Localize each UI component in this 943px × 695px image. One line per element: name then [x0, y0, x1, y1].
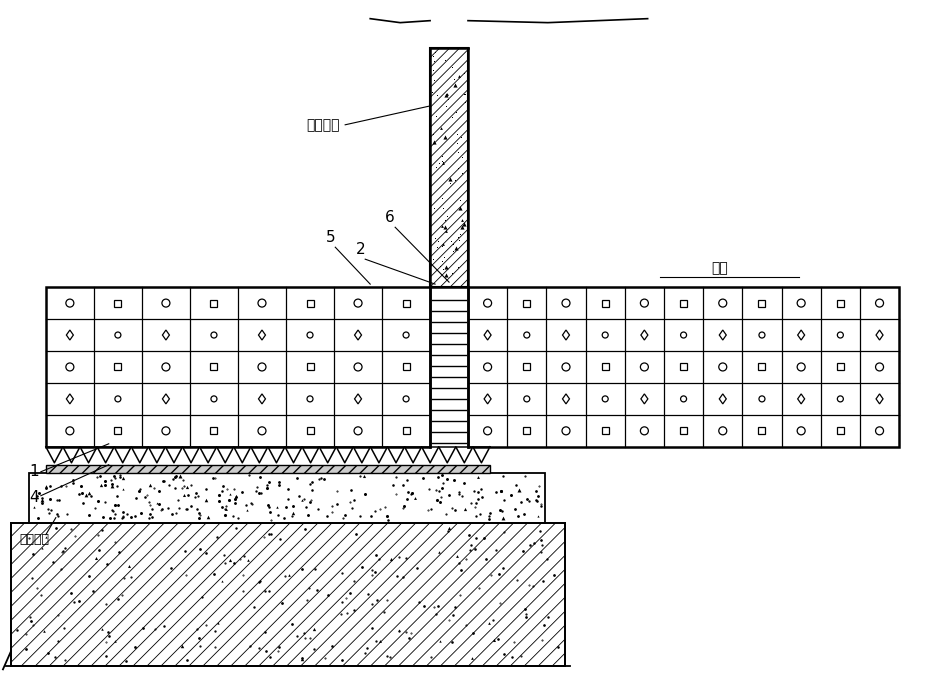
- Text: 结构底板: 结构底板: [19, 532, 49, 546]
- Text: 正环: 正环: [711, 261, 728, 275]
- Bar: [403, 427, 409, 434]
- Bar: [602, 300, 608, 306]
- Bar: [306, 300, 313, 306]
- Bar: [114, 363, 122, 370]
- Bar: [758, 300, 766, 306]
- Text: 2: 2: [356, 242, 365, 257]
- Bar: [680, 427, 687, 434]
- Bar: [403, 300, 409, 306]
- Bar: [46, 465, 490, 473]
- Bar: [306, 363, 313, 370]
- Bar: [468, 287, 899, 447]
- Text: 5: 5: [325, 230, 335, 245]
- Bar: [210, 300, 218, 306]
- Bar: [602, 427, 608, 434]
- Bar: [210, 363, 218, 370]
- Text: 6: 6: [386, 211, 395, 225]
- Bar: [523, 363, 530, 370]
- Bar: [430, 47, 468, 287]
- Polygon shape: [46, 447, 490, 465]
- Bar: [114, 427, 122, 434]
- Bar: [836, 300, 844, 306]
- Bar: [836, 363, 844, 370]
- Bar: [306, 427, 313, 434]
- Text: 4: 4: [29, 490, 39, 505]
- Bar: [114, 300, 122, 306]
- Bar: [29, 473, 545, 523]
- Text: 结构侧墙: 结构侧墙: [306, 118, 340, 133]
- Bar: [523, 427, 530, 434]
- Bar: [11, 523, 565, 667]
- Bar: [46, 287, 430, 447]
- Bar: [403, 363, 409, 370]
- Bar: [602, 363, 608, 370]
- Bar: [758, 427, 766, 434]
- Bar: [758, 363, 766, 370]
- Bar: [680, 300, 687, 306]
- Bar: [680, 363, 687, 370]
- Bar: [836, 427, 844, 434]
- Bar: [523, 300, 530, 306]
- Text: 1: 1: [29, 464, 39, 480]
- Bar: [210, 427, 218, 434]
